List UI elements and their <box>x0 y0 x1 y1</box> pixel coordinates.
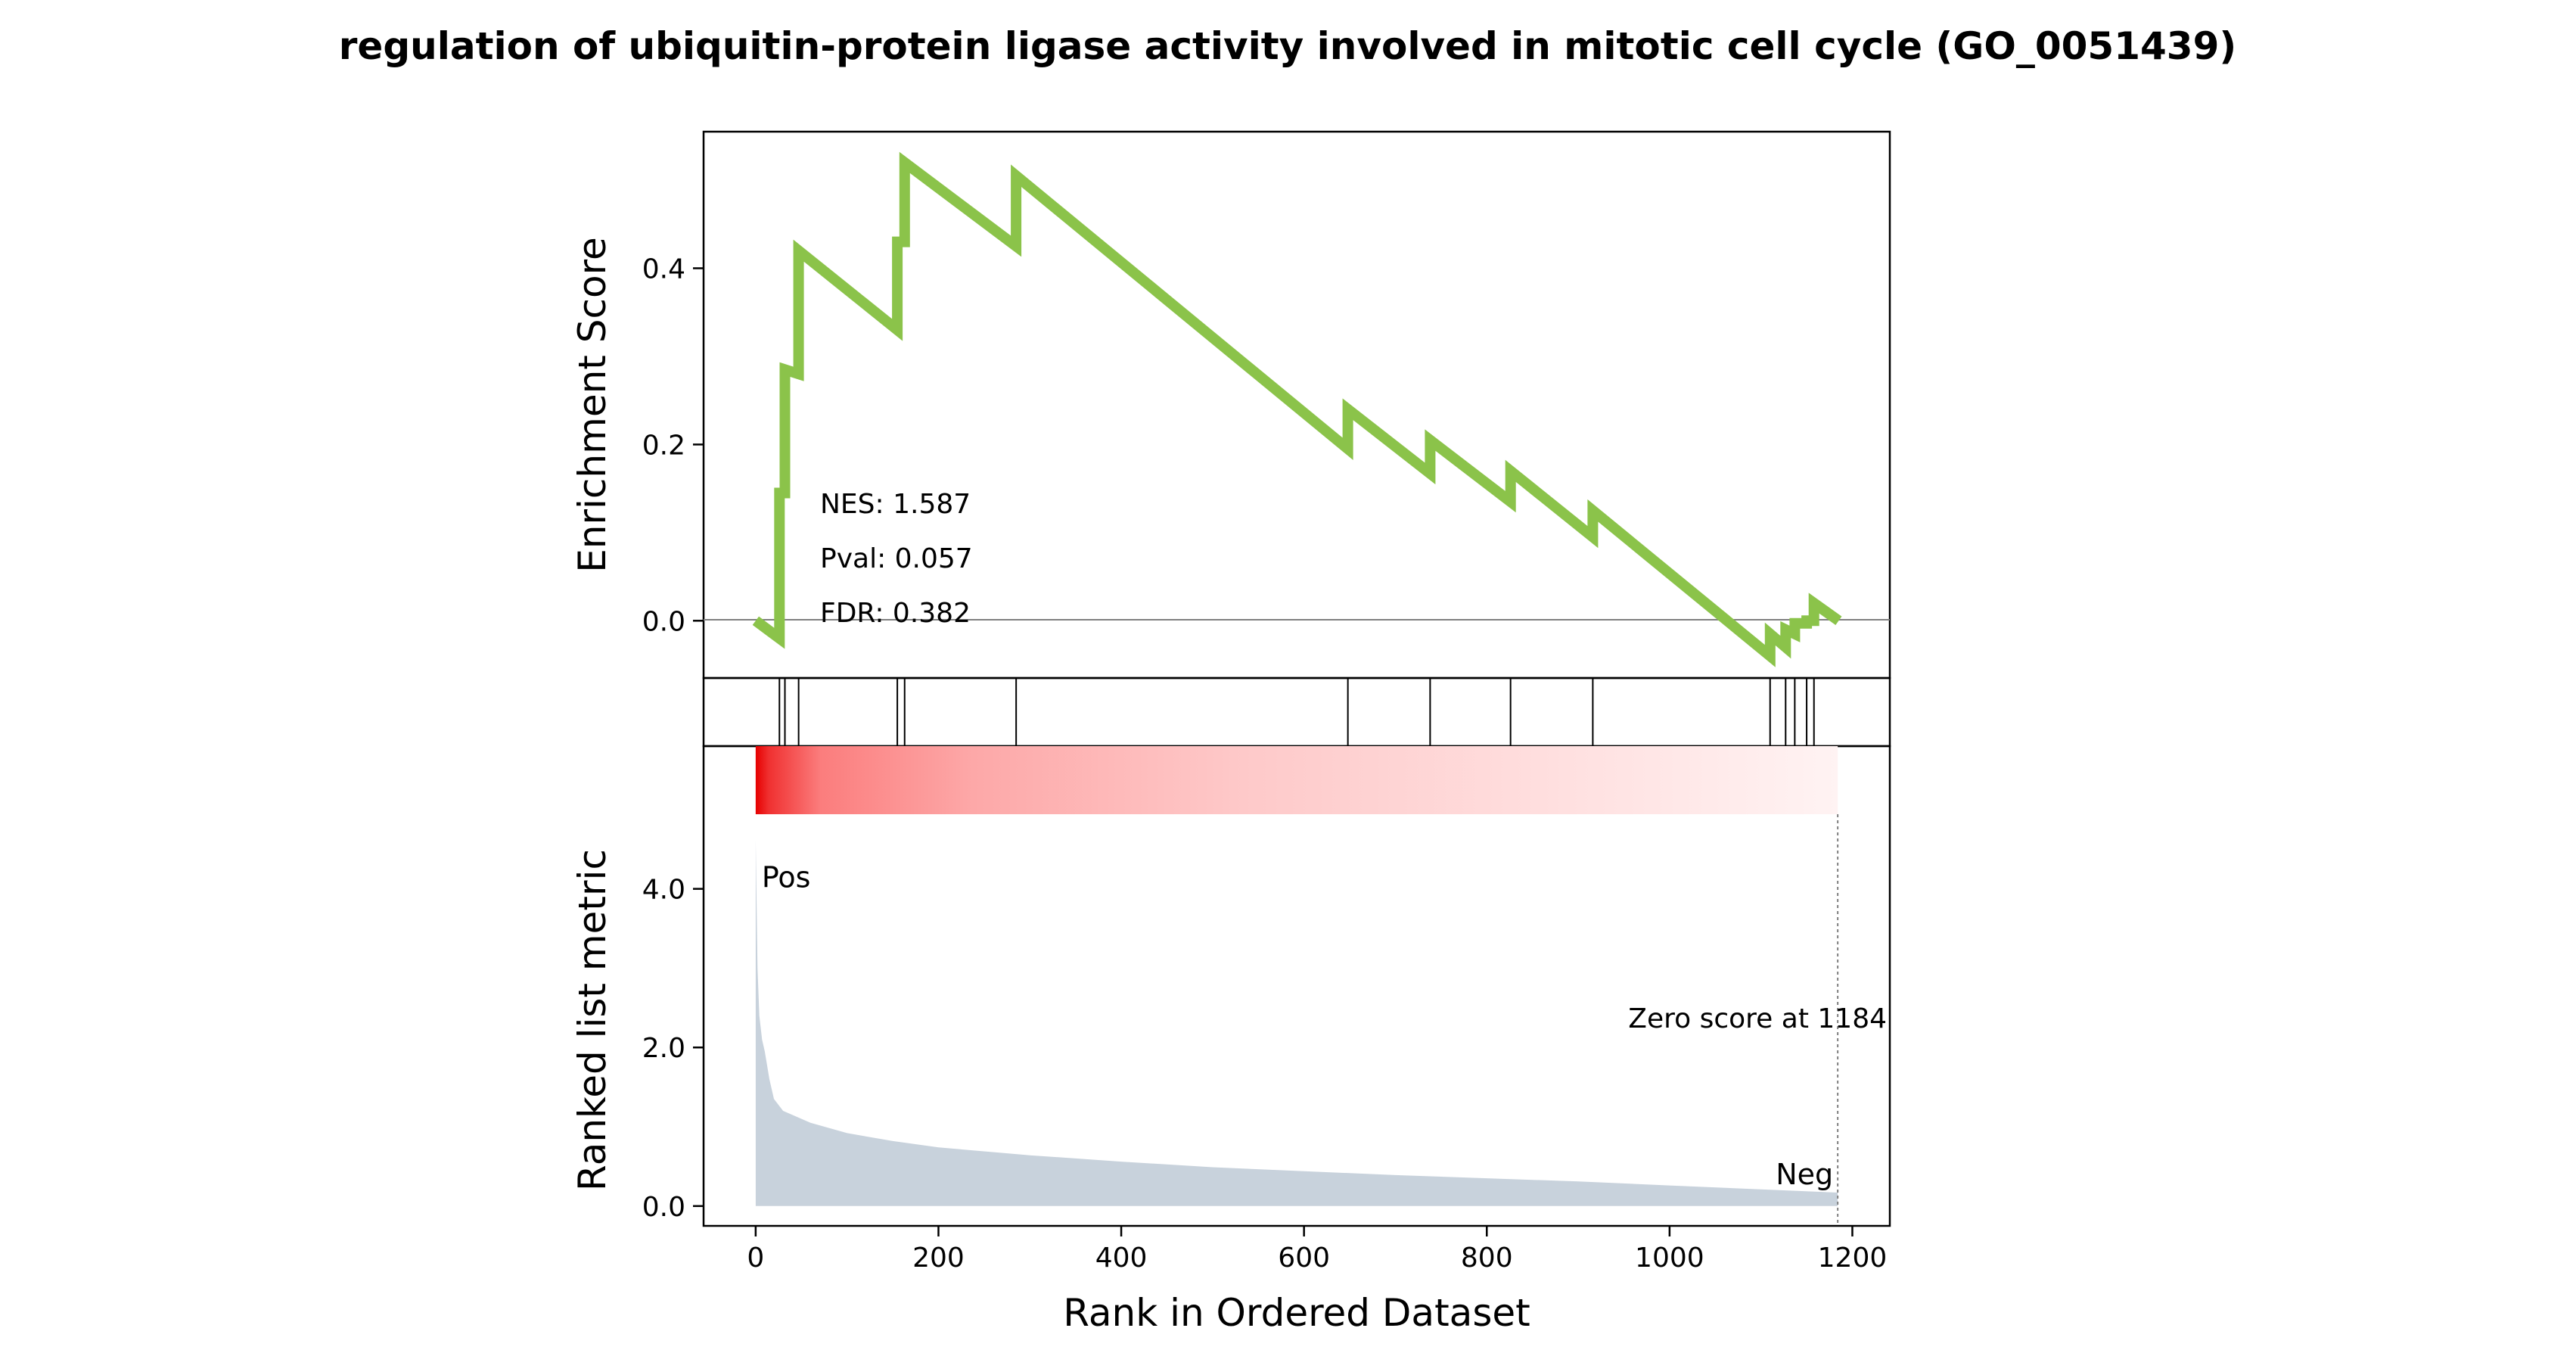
x-tick-label: 200 <box>912 1243 965 1274</box>
ranked-y-tick-label: 4.0 <box>642 875 685 906</box>
ranked-y-tick-label: 0.0 <box>642 1192 685 1223</box>
ranked-y-label: Ranked list metric <box>570 849 614 1191</box>
enrichment-y-tick-label: 0.2 <box>642 430 685 461</box>
x-tick-label: 600 <box>1278 1243 1330 1274</box>
x-tick-label: 1200 <box>1818 1243 1888 1274</box>
ranked-metric-area <box>755 839 1838 1206</box>
x-tick-label: 400 <box>1095 1243 1148 1274</box>
x-tick-label: 1000 <box>1635 1243 1704 1274</box>
hits-panel <box>702 676 1891 748</box>
nes-text: NES: 1.587 <box>820 489 971 520</box>
enrichment-panel: 0.0 0.2 0.4 NES: 1.587 Pval: 0.057 FDR: 0.… <box>570 130 1891 680</box>
heatmap-bar <box>755 746 1838 814</box>
ranked-y-tick-label: 2.0 <box>642 1033 685 1064</box>
pval-text: Pval: 0.057 <box>820 543 973 574</box>
x-axis-label: Rank in Ordered Dataset <box>1063 1291 1530 1335</box>
x-tick-label: 800 <box>1461 1243 1513 1274</box>
neg-label: Neg <box>1776 1158 1833 1191</box>
ranked-y-ticks: 0.0 2.0 4.0 <box>642 875 704 1223</box>
zero-score-text: Zero score at 1184 <box>1628 1003 1887 1034</box>
enrichment-y-tick-label: 0.4 <box>642 254 685 285</box>
pos-label: Pos <box>762 861 811 894</box>
enrichment-y-label: Enrichment Score <box>570 237 614 573</box>
enrichment-y-tick-label: 0.0 <box>642 606 685 637</box>
fdr-text: FDR: 0.382 <box>820 598 971 629</box>
hits-frame <box>702 676 1891 748</box>
ranked-panel: Zero score at 1184 Pos Neg 0.0 2.0 4.0 0 20… <box>570 745 1891 1335</box>
enrichment-score-line <box>752 151 1842 667</box>
enrichment-y-ticks: 0.0 0.2 0.4 <box>642 254 704 637</box>
hit-lines <box>778 678 1815 746</box>
x-tick-label: 0 <box>747 1243 764 1274</box>
chart-title: regulation of ubiquitin-protein ligase a… <box>339 24 2236 68</box>
x-ticks: 0 200 400 600 800 1000 1200 <box>747 1226 1887 1274</box>
